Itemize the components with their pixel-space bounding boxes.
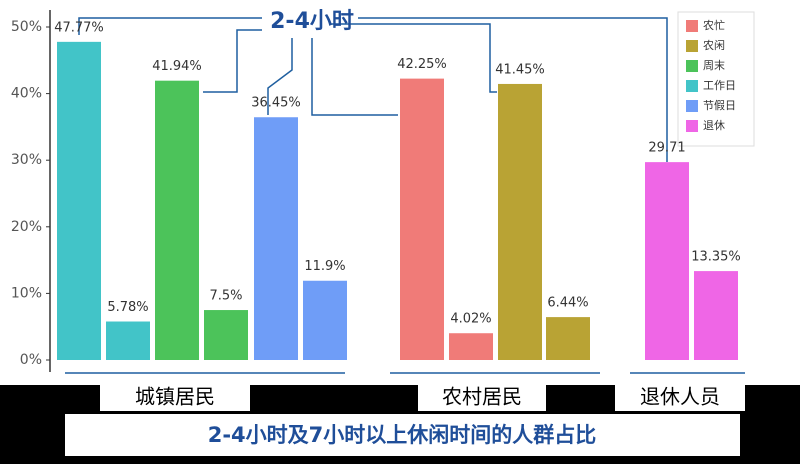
legend-swatch xyxy=(686,20,698,32)
annotation: 2-4小时 xyxy=(270,9,354,34)
group-label-box xyxy=(418,385,546,411)
legend-label: 退休 xyxy=(703,119,725,132)
group-label-box xyxy=(100,385,250,411)
value-label: 41.45% xyxy=(495,62,545,77)
value-label: 29.71 xyxy=(648,141,685,156)
legend-swatch xyxy=(686,80,698,92)
value-label: 7.5% xyxy=(209,289,242,304)
y-tick-label: 20% xyxy=(11,219,42,235)
y-tick-label: 30% xyxy=(11,152,42,168)
group-label: 城镇居民 xyxy=(135,385,215,409)
group-label: 农村居民 xyxy=(442,385,522,409)
y-tick-label: 0% xyxy=(20,352,42,368)
legend-label: 农闲 xyxy=(703,38,725,52)
bar xyxy=(498,83,542,361)
group-label: 退休人员 xyxy=(640,385,720,409)
bar xyxy=(303,280,347,360)
bar xyxy=(155,80,199,361)
bar xyxy=(254,117,298,360)
bar xyxy=(546,317,590,360)
caption: 2-4小时及7小时以上休闲时间的人群占比 xyxy=(208,423,597,447)
group-label-box xyxy=(615,385,745,411)
value-label: 6.44% xyxy=(547,296,588,311)
value-label: 47.77% xyxy=(54,20,104,35)
value-label: 4.02% xyxy=(450,312,491,327)
value-label: 41.94% xyxy=(152,59,202,74)
bar xyxy=(449,333,493,360)
bar xyxy=(204,310,248,360)
y-tick-label: 40% xyxy=(11,86,42,102)
value-label: 13.35% xyxy=(691,250,741,265)
legend-swatch xyxy=(686,40,698,52)
legend-label: 节假日 xyxy=(703,98,736,112)
bar xyxy=(400,78,444,361)
y-tick-label: 50% xyxy=(11,19,42,35)
connectors xyxy=(78,17,668,162)
caption-box xyxy=(65,414,740,456)
legend-swatch xyxy=(686,100,698,112)
bar xyxy=(645,162,689,360)
legend-label: 周末 xyxy=(703,58,725,72)
value-label: 36.45% xyxy=(251,96,301,111)
legend-swatch xyxy=(686,120,698,132)
legend-label: 农忙 xyxy=(703,18,725,32)
bar xyxy=(106,321,150,360)
legend-swatch xyxy=(686,60,698,72)
bar xyxy=(694,271,738,360)
bar xyxy=(57,41,101,360)
y-tick-label: 10% xyxy=(11,285,42,301)
value-label: 42.25% xyxy=(397,57,447,72)
legend-label: 工作日 xyxy=(703,79,736,92)
value-label: 5.78% xyxy=(107,300,148,315)
value-label: 11.9% xyxy=(304,259,345,274)
